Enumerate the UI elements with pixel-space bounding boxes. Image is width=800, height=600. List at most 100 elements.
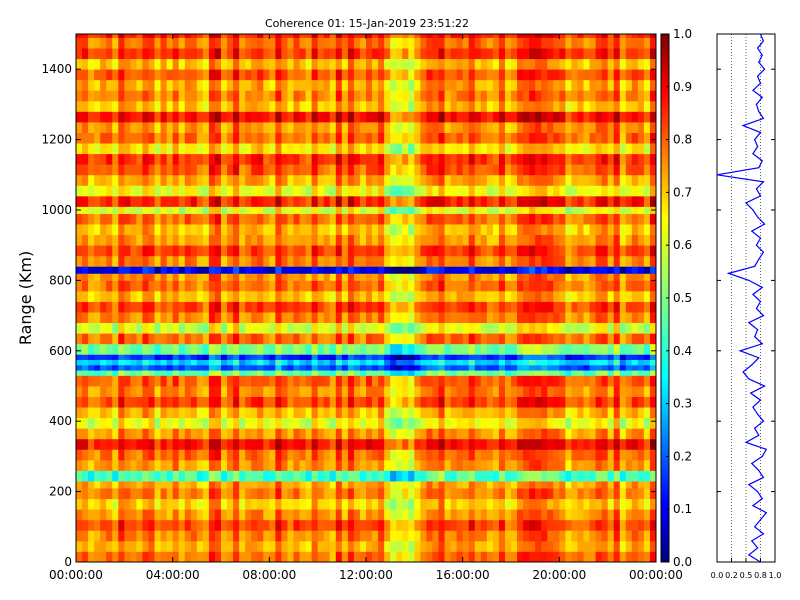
heatmap-cell	[607, 322, 615, 334]
heatmap-cell	[589, 69, 596, 81]
heatmap-cell	[583, 540, 590, 552]
heatmap-cell	[414, 428, 421, 440]
heatmap-cell	[299, 224, 306, 236]
heatmap-cell	[474, 375, 482, 387]
heatmap-cell	[263, 359, 270, 366]
heatmap-cell	[396, 69, 403, 81]
heatmap-cell	[432, 470, 439, 482]
heatmap-cell	[160, 122, 168, 133]
heatmap-cell	[571, 58, 578, 70]
heatmap-cell	[359, 481, 367, 489]
heatmap-cell	[414, 509, 421, 521]
heatmap-cell	[577, 301, 584, 313]
heatmap-cell	[504, 58, 512, 70]
heatmap-cell	[511, 509, 518, 521]
heatmap-cell	[486, 519, 494, 531]
heatmap-cell	[565, 224, 572, 236]
heatmap-cell	[625, 79, 633, 91]
heatmap-cell	[559, 343, 566, 355]
heatmap-cell	[643, 234, 651, 246]
heatmap-cell	[396, 132, 403, 144]
heatmap-cell	[100, 551, 107, 563]
heatmap-cell	[148, 551, 155, 563]
heatmap-cell	[160, 213, 168, 225]
heatmap-cell	[529, 266, 536, 274]
heatmap-cell	[390, 153, 397, 165]
heatmap-cell	[214, 79, 222, 91]
heatmap-cell	[390, 354, 397, 360]
heatmap-cell	[414, 396, 421, 408]
heatmap-cell	[257, 153, 264, 165]
heatmap-cell	[511, 290, 518, 302]
heatmap-cell	[559, 519, 566, 531]
heatmap-cell	[601, 312, 609, 324]
heatmap-cell	[517, 290, 524, 302]
heatmap-cell	[414, 273, 421, 281]
heatmap-cell	[359, 290, 367, 302]
heatmap-cell	[480, 488, 488, 500]
heatmap-cell	[359, 417, 367, 429]
heatmap-cell	[227, 174, 234, 186]
heatmap-cell	[631, 488, 639, 500]
heatmap-cell	[637, 519, 645, 531]
heatmap-cell	[353, 364, 361, 371]
heatmap-cell	[595, 428, 603, 440]
heatmap-cell	[420, 470, 427, 482]
heatmap-cell	[148, 153, 155, 165]
heatmap-cell	[601, 48, 609, 60]
heatmap-cell	[227, 551, 234, 563]
heatmap-cell	[329, 143, 337, 155]
heatmap-cell	[190, 343, 198, 355]
heatmap-cell	[233, 164, 240, 176]
heatmap-cell	[233, 90, 240, 102]
heatmap-cell	[529, 364, 536, 371]
heatmap-cell	[178, 386, 186, 397]
heatmap-cell	[275, 438, 282, 450]
heatmap-cell	[275, 111, 282, 123]
heatmap-cell	[595, 509, 603, 521]
heatmap-cell	[142, 417, 149, 429]
heatmap-cell	[347, 428, 355, 440]
heatmap-cell	[498, 359, 506, 366]
heatmap-cell	[420, 255, 427, 267]
heatmap-cell	[323, 79, 331, 91]
heatmap-cell	[432, 498, 439, 510]
heatmap-cell	[366, 266, 373, 274]
heatmap-cell	[529, 213, 536, 225]
heatmap-cell	[323, 386, 331, 397]
heatmap-cell	[420, 488, 427, 500]
heatmap-cell	[408, 519, 415, 531]
heatmap-cell	[613, 470, 621, 482]
heatmap-cell	[625, 266, 633, 274]
heatmap-cell	[450, 333, 458, 345]
heatmap-cell	[420, 386, 427, 397]
heatmap-cell	[480, 370, 488, 376]
heatmap-cell	[299, 407, 306, 419]
heatmap-cell	[124, 245, 131, 257]
heatmap-cell	[166, 359, 174, 366]
heatmap-cell	[456, 290, 464, 302]
heatmap-cell	[480, 100, 488, 112]
heatmap-cell	[190, 213, 198, 225]
heatmap-cell	[227, 498, 234, 510]
heatmap-cell	[462, 370, 470, 376]
heatmap-cell	[359, 132, 367, 144]
heatmap-cell	[402, 509, 409, 521]
heatmap-cell	[517, 470, 524, 482]
heatmap-cell	[583, 509, 590, 521]
heatmap-cell	[178, 407, 186, 419]
heatmap-cell	[94, 213, 101, 225]
heatmap-cell	[184, 428, 192, 440]
heatmap-cell	[317, 90, 325, 102]
heatmap-cell	[100, 519, 107, 531]
heatmap-cell	[589, 509, 596, 521]
heatmap-cell	[335, 132, 343, 144]
heatmap-cell	[142, 407, 149, 419]
heatmap-cell	[263, 449, 270, 461]
heatmap-cell	[571, 174, 578, 186]
heatmap-cell	[172, 255, 180, 267]
heatmap-cell	[329, 213, 337, 225]
heatmap-cell	[535, 396, 542, 408]
heatmap-cell	[384, 530, 391, 542]
heatmap-cell	[384, 354, 391, 360]
